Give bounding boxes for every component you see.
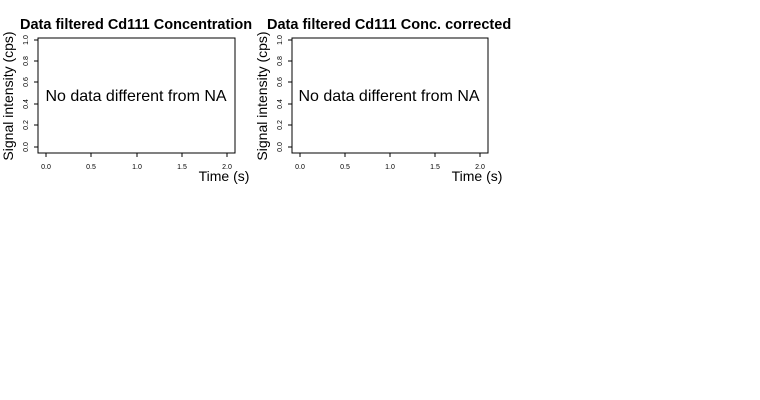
y-axis-tick-label: 0.8 [23, 56, 30, 66]
x-axis-tick-label: 0.0 [41, 164, 51, 171]
x-axis-tick-label: 0.5 [86, 164, 96, 171]
y-axis-tick-label: 0.0 [23, 142, 30, 152]
x-axis-label: Time (s) [452, 168, 503, 184]
y-axis-tick-label: 1.0 [277, 35, 284, 45]
y-axis-tick-label: 0.2 [23, 120, 30, 130]
y-axis-tick-label: 0.4 [277, 99, 284, 109]
x-axis-tick-label: 2.0 [475, 164, 485, 171]
y-axis-tick-label: 0.6 [277, 77, 284, 87]
x-axis-label: Time (s) [199, 168, 250, 184]
x-axis-tick-label: 1.5 [177, 164, 187, 171]
y-axis-tick-label: 0.4 [23, 99, 30, 109]
y-axis-tick-label: 0.8 [277, 56, 284, 66]
chart-panel-1: Data filtered Cd111 Concentration Signal… [0, 17, 252, 184]
chart-title: Data filtered Cd111 Concentration [20, 17, 252, 33]
x-axis-tick-label: 0.0 [295, 164, 305, 171]
x-axis-tick-label: 0.5 [340, 164, 350, 171]
y-axis-label: Signal intensity (cps) [0, 31, 16, 160]
y-axis-tick-label: 0.0 [277, 142, 284, 152]
y-axis-tick-label: 0.2 [277, 120, 284, 130]
y-axis-tick-label: 1.0 [23, 35, 30, 45]
x-axis-tick-label: 1.0 [132, 164, 142, 171]
x-axis-tick-label: 2.0 [222, 164, 232, 171]
y-axis-tick-label: 0.6 [23, 77, 30, 87]
chart-title: Data filtered Cd111 Conc. corrected [267, 17, 511, 33]
x-axis-tick-label: 1.5 [430, 164, 440, 171]
no-data-message: No data different from NA [45, 88, 226, 105]
no-data-message: No data different from NA [298, 88, 479, 105]
y-axis-label: Signal intensity (cps) [254, 31, 270, 160]
chart-panel-2: Data filtered Cd111 Conc. corrected Sign… [254, 17, 511, 184]
x-axis-tick-label: 1.0 [385, 164, 395, 171]
